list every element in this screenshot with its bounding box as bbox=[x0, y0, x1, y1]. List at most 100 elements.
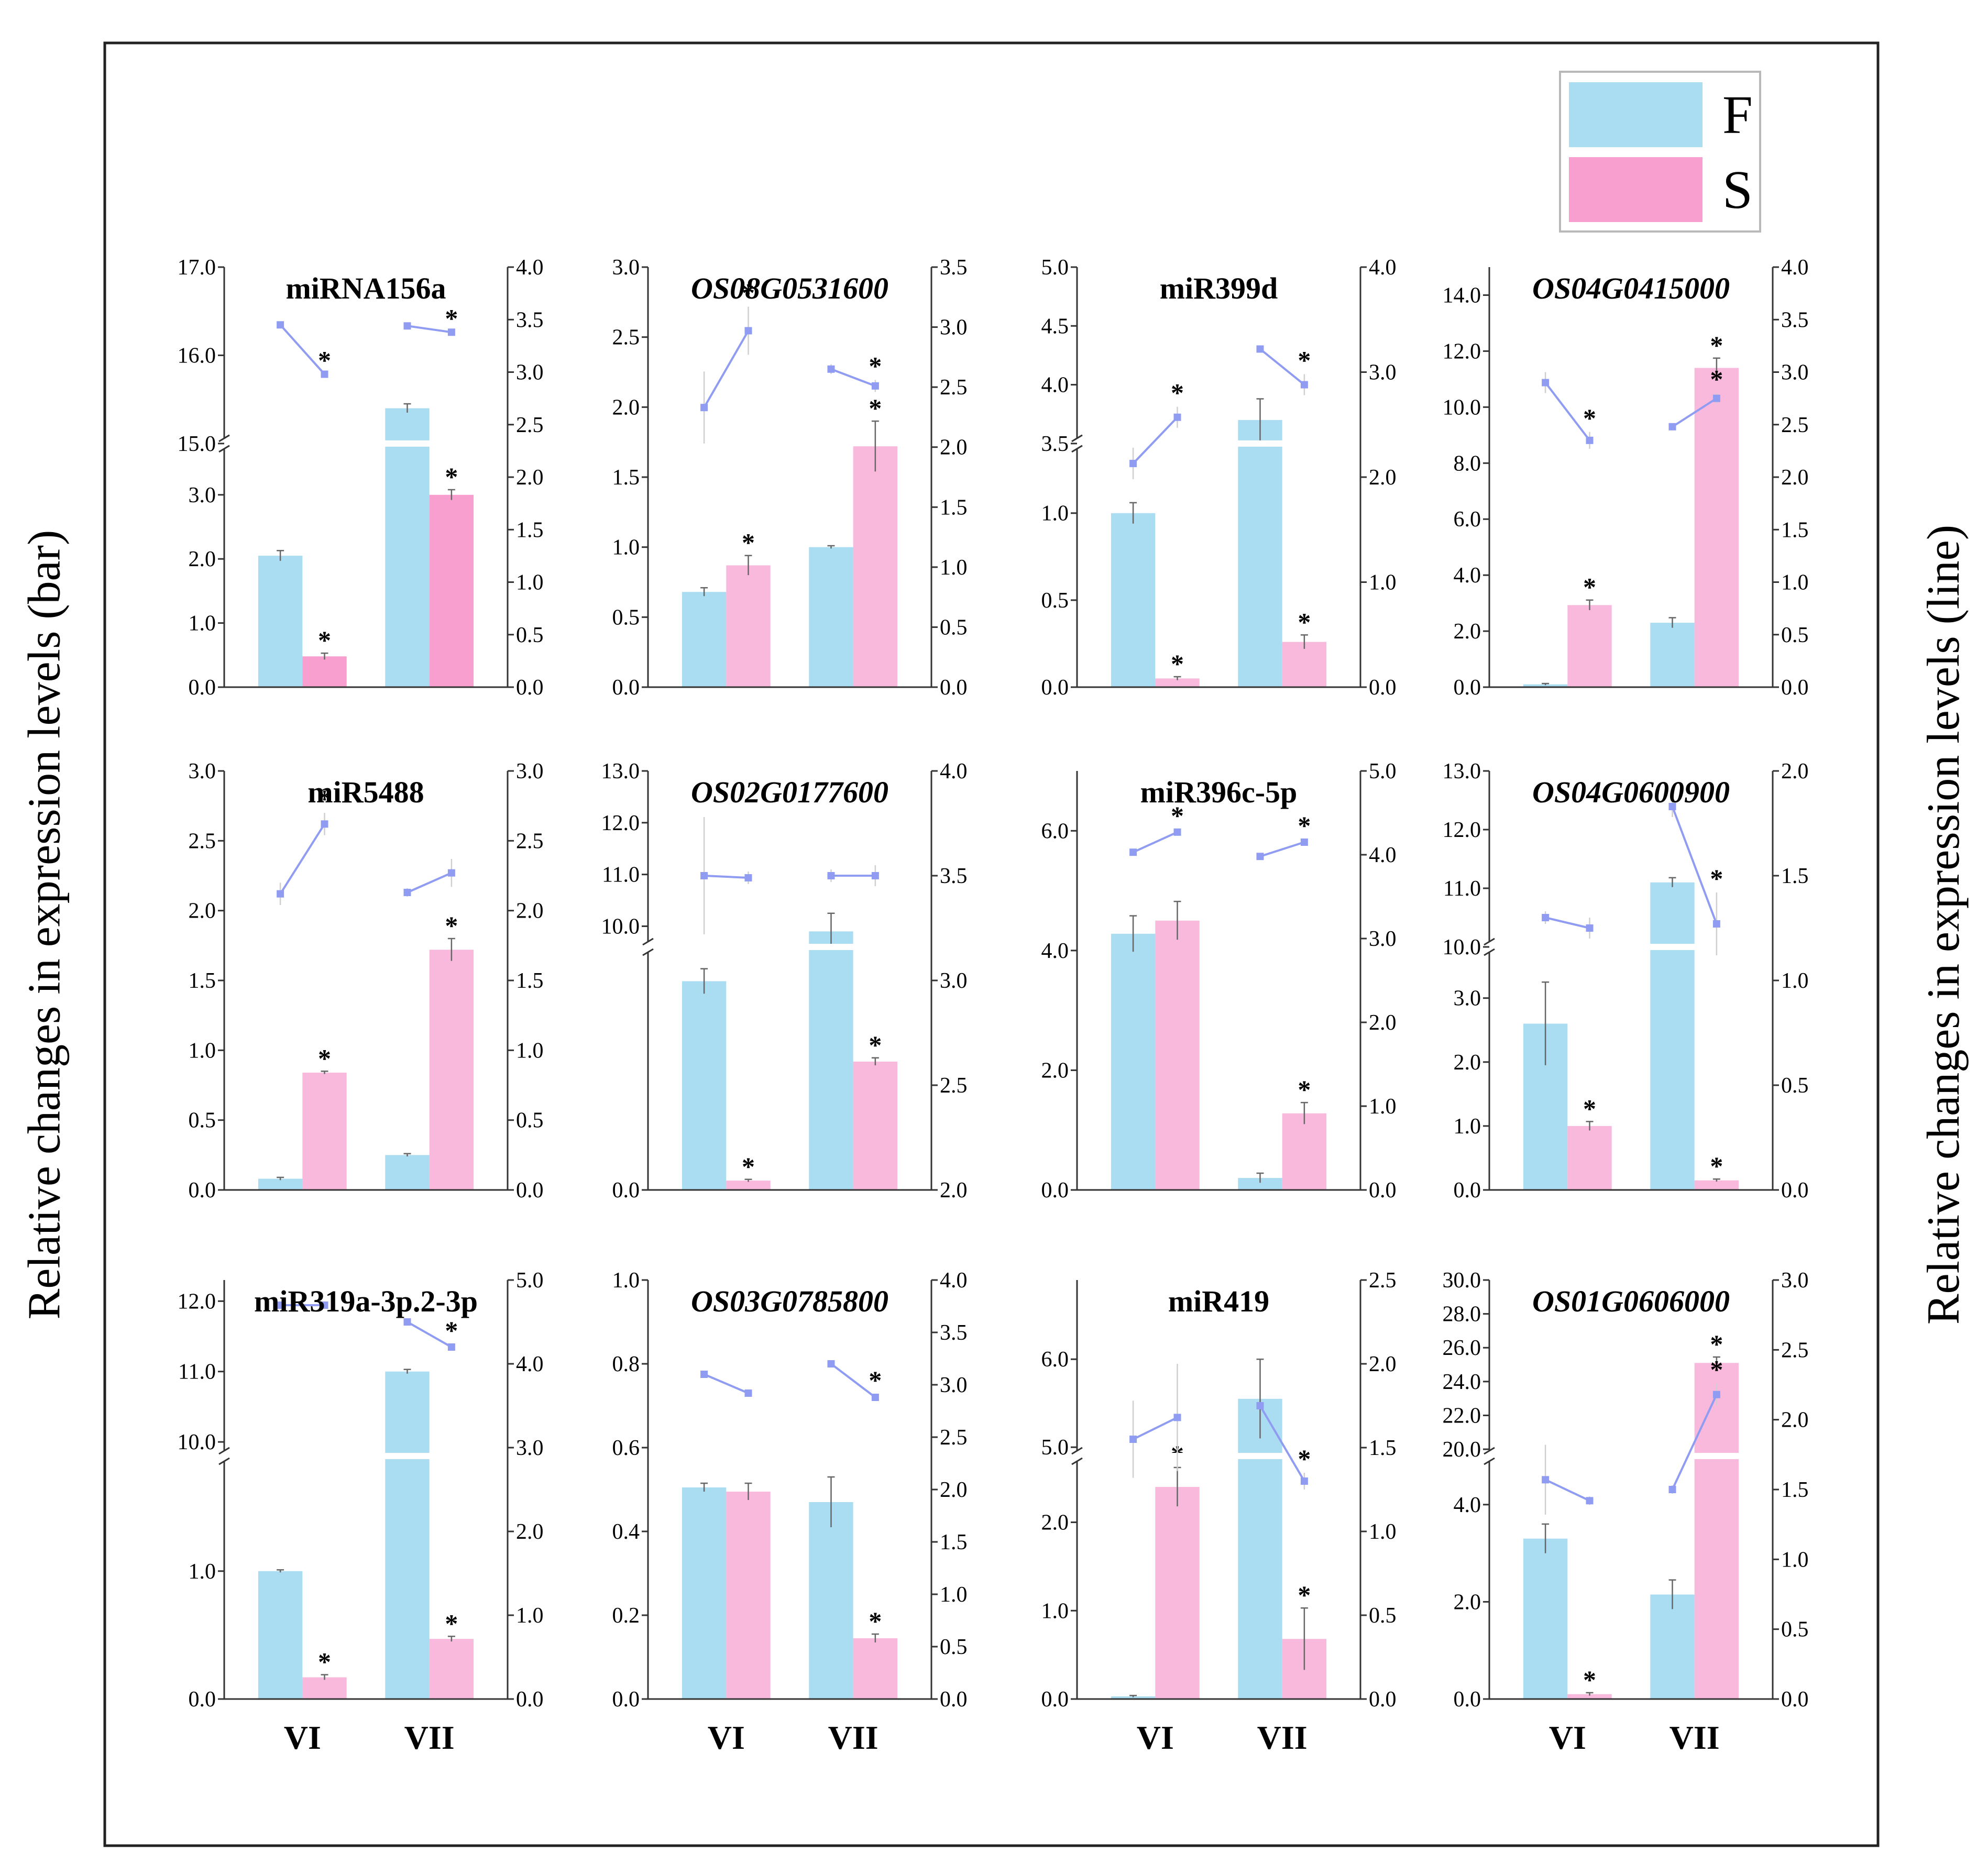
left-tick-label: 1.0 bbox=[189, 612, 216, 636]
line-segment-VII bbox=[1259, 348, 1305, 386]
left-tick-label: 15.0 bbox=[178, 432, 216, 456]
left-tick-label: 0.0 bbox=[612, 676, 640, 700]
bar-F-VI bbox=[1523, 1538, 1568, 1699]
bar-F-VI bbox=[682, 592, 727, 687]
left-tick-label: 1.0 bbox=[1041, 502, 1069, 526]
panel-title: miR399d bbox=[1160, 271, 1278, 305]
panel-title: miR396c-5p bbox=[1140, 775, 1298, 809]
axis-break-gap bbox=[1079, 440, 1358, 447]
left-tick-label: 1.0 bbox=[189, 1560, 216, 1584]
right-tick-label: 0.0 bbox=[516, 676, 544, 700]
left-tick-label: 1.0 bbox=[189, 1039, 216, 1063]
right-tick-label: 0.5 bbox=[1781, 1618, 1809, 1642]
right-tick-label: 4.0 bbox=[516, 1352, 544, 1376]
line-marker-VI-1 bbox=[1173, 828, 1181, 836]
x-category-label-VI: VI bbox=[708, 1719, 745, 1756]
right-tick-label: 2.0 bbox=[940, 1478, 968, 1502]
left-tick-label: 13.0 bbox=[601, 759, 640, 784]
significance-star-S-VII: * bbox=[445, 1608, 458, 1638]
line-star-VII-1: * bbox=[1298, 346, 1311, 375]
left-tick-label: 6.0 bbox=[1041, 1348, 1069, 1372]
bar-S-VII bbox=[429, 1639, 474, 1699]
panel-OS02G0177600: * * 0.0 10.0 11.0 12.0 13.0 2.0 2.5 3.0 3.5 4.0 OS02… bbox=[601, 759, 968, 1203]
right-tick-label: 4.0 bbox=[940, 1269, 968, 1293]
axis-break-gap bbox=[650, 944, 929, 950]
left-tick-label: 1.5 bbox=[189, 969, 216, 993]
left-tick-label: 11.0 bbox=[1443, 877, 1481, 901]
left-tick-label: 8.0 bbox=[1454, 451, 1481, 476]
left-tick-label: 0.4 bbox=[612, 1520, 640, 1544]
right-tick-label: 1.0 bbox=[516, 1604, 544, 1628]
panel-miR399d: * * * * 0.0 0.5 1.0 3.5 4.0 4.5 5.0 0.0 1.0 2.0 3.0 4.0… bbox=[1041, 256, 1397, 700]
left-tick-label: 0.2 bbox=[612, 1604, 640, 1628]
line-marker-VII-1 bbox=[1300, 839, 1308, 846]
left-tick-label: 10.0 bbox=[1443, 935, 1481, 959]
panel-title: OS04G0600900 bbox=[1532, 775, 1730, 809]
left-tick-label: 0.0 bbox=[189, 676, 216, 700]
significance-star-S-VII: * bbox=[869, 1606, 882, 1636]
x-category-label-VII: VII bbox=[828, 1719, 878, 1756]
legend-label-F: F bbox=[1722, 85, 1753, 145]
right-tick-label: 4.0 bbox=[940, 759, 968, 784]
left-tick-label: 3.5 bbox=[1041, 432, 1069, 456]
axis-break-mark bbox=[218, 434, 230, 443]
left-tick-label: 0.0 bbox=[612, 1687, 640, 1712]
line-marker-VI-0 bbox=[1542, 914, 1550, 921]
axis-break-mark bbox=[1484, 937, 1495, 946]
right-tick-label: 3.0 bbox=[516, 361, 544, 385]
line-star-VI-1: * bbox=[318, 346, 331, 375]
significance-star-S-VII: * bbox=[445, 911, 458, 940]
right-tick-label: 2.5 bbox=[940, 1074, 968, 1098]
right-tick-label: 2.5 bbox=[516, 829, 544, 853]
line-segment-VII bbox=[407, 1321, 452, 1348]
line-marker-VI-1 bbox=[1173, 413, 1181, 421]
left-tick-label: 0.0 bbox=[1454, 1687, 1481, 1712]
right-tick-label: 1.5 bbox=[1781, 864, 1809, 888]
bar-F-VII bbox=[385, 408, 430, 687]
axis-break-mark bbox=[1071, 1447, 1083, 1455]
left-tick-label: 13.0 bbox=[1443, 759, 1481, 784]
bar-F-VI bbox=[1111, 513, 1156, 687]
panel-miR396c-5p: * * * 0.0 2.0 4.0 6.0 0.0 1.0 2.0 3.0 4.0 5.0 miR396c… bbox=[1041, 759, 1397, 1203]
significance-star-S-VI: * bbox=[318, 1043, 331, 1073]
left-tick-label: 24.0 bbox=[1443, 1370, 1481, 1394]
left-tick-label: 20.0 bbox=[1443, 1438, 1481, 1462]
axis-break-mark bbox=[1484, 1447, 1495, 1455]
line-marker-VII-1 bbox=[447, 328, 455, 336]
line-marker-VI-1 bbox=[321, 370, 328, 378]
legend: FS bbox=[1559, 71, 1761, 233]
left-tick-label: 11.0 bbox=[178, 1360, 216, 1384]
line-marker-VI-0 bbox=[700, 404, 708, 412]
line-star-VII-1: * bbox=[1710, 365, 1723, 394]
left-tick-label: 28.0 bbox=[1443, 1303, 1481, 1327]
right-tick-label: 4.0 bbox=[516, 256, 544, 280]
bar-S-VII bbox=[1694, 368, 1739, 687]
significance-star-S-VII: * bbox=[1710, 1151, 1723, 1181]
panel-title: miRNA156a bbox=[285, 271, 446, 305]
line-segment-VII bbox=[830, 1363, 876, 1398]
right-tick-label: 2.5 bbox=[1781, 413, 1809, 437]
axis-break-mark bbox=[1484, 948, 1495, 956]
axis-break-gap bbox=[1079, 1453, 1358, 1459]
axis-break-mark bbox=[218, 1447, 230, 1455]
line-segment-VI bbox=[1133, 831, 1178, 854]
right-tick-label: 0.0 bbox=[940, 1687, 968, 1712]
right-tick-label: 2.5 bbox=[1369, 1269, 1397, 1293]
axis-break-mark bbox=[642, 948, 654, 956]
axis-break-mark bbox=[218, 1457, 230, 1465]
right-tick-label: 3.0 bbox=[940, 1373, 968, 1397]
right-tick-label: 0.0 bbox=[516, 1178, 544, 1203]
left-tick-label: 2.0 bbox=[1041, 1511, 1069, 1535]
line-star-VI-1: * bbox=[1171, 801, 1184, 830]
left-tick-label: 2.0 bbox=[1454, 1051, 1481, 1075]
left-tick-label: 0.5 bbox=[1041, 589, 1069, 613]
line-marker-VI-1 bbox=[744, 327, 752, 335]
left-tick-label: 1.0 bbox=[1454, 1115, 1481, 1139]
right-tick-label: 3.0 bbox=[516, 1436, 544, 1460]
line-segment-VII bbox=[1672, 397, 1717, 428]
panel-OS08G0531600: * * * * 0.0 0.5 1.0 1.5 2.0 2.5 3.0 0.0 0.5 1.0 1.5 2.0… bbox=[612, 256, 968, 700]
right-tick-label: 3.5 bbox=[940, 1321, 968, 1345]
panel-miRNA156a: * * * * 0.0 1.0 2.0 3.0 15.0 16.0 17.0 0.0 0.5 1.0 1.5… bbox=[178, 256, 544, 700]
left-tick-label: 10.0 bbox=[601, 914, 640, 939]
x-category-label-VI: VI bbox=[1137, 1719, 1174, 1756]
